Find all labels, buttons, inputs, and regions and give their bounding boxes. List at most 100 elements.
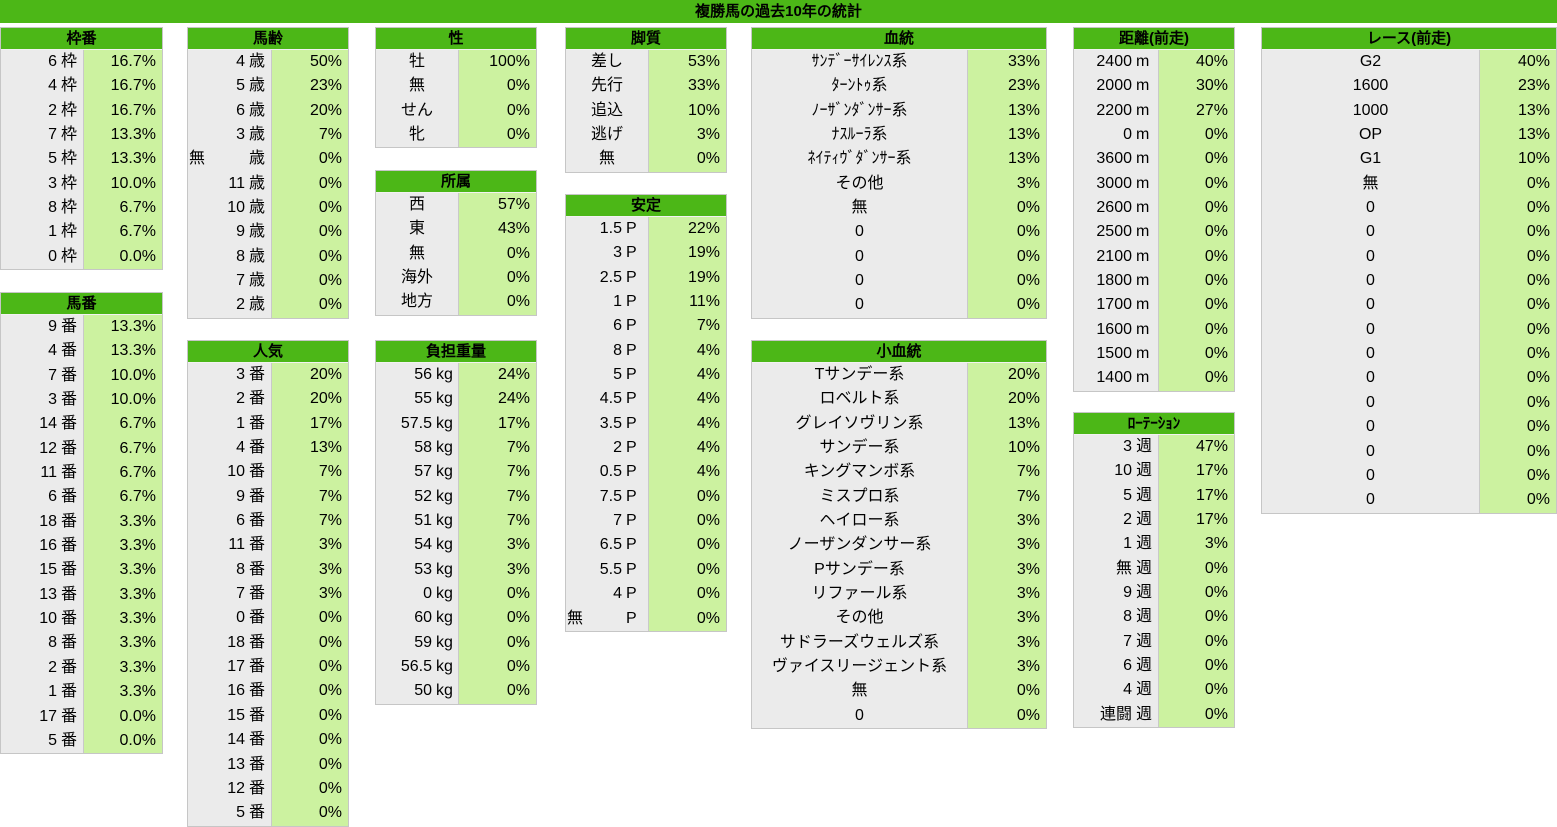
table-row: 7 歳 0% — [188, 269, 348, 294]
table-row: 9 週 0% — [1074, 581, 1234, 606]
row-label-unit: 枠 — [61, 126, 78, 144]
table-row: グレイソヴリン系 13% — [752, 411, 1046, 437]
table-row: 無 0% — [752, 196, 1046, 221]
row-label: 無歳 — [188, 147, 271, 172]
row-label-value: 1 — [236, 414, 245, 432]
row-label-unit: 週 — [1136, 657, 1153, 675]
table-row: 5 P 4% — [566, 363, 726, 388]
table-row: 3 P 19% — [566, 241, 726, 266]
row-label-unit: kg — [436, 682, 453, 700]
table-row: 5 番 0% — [188, 801, 348, 826]
row-percent: 3.3% — [83, 534, 162, 559]
row-percent: 0% — [967, 269, 1046, 294]
table-row: 1 番 17% — [188, 411, 348, 437]
row-percent: 4% — [648, 460, 726, 485]
row-percent: 50% — [271, 50, 348, 75]
row-label-unit: 番 — [61, 439, 78, 457]
table-row: その他 3% — [752, 606, 1046, 631]
table-row: 無 0% — [376, 74, 536, 99]
row-percent: 7% — [648, 314, 726, 339]
table-row: 52 kg 7% — [376, 484, 536, 510]
row-percent: 20% — [967, 387, 1046, 412]
table-row: 4.5 P 4% — [566, 387, 726, 412]
row-label: 1800 m — [1074, 269, 1158, 294]
table-row: 0 0% — [1262, 244, 1556, 270]
table-row: 0 0% — [1262, 463, 1556, 489]
row-percent: 0% — [271, 147, 348, 172]
row-percent: 0% — [1158, 605, 1234, 630]
row-label-value: 5 — [236, 804, 245, 822]
row-label-value: 2000 — [1096, 77, 1132, 95]
table-header-wakuban: 枠番 — [1, 28, 162, 50]
row-percent: 20% — [967, 363, 1046, 388]
table-row: 6 P 7% — [566, 314, 726, 339]
row-label-unit: 番 — [249, 487, 266, 505]
row-label: ｻﾝﾃﾞｰｻｲﾚﾝｽ系 — [752, 50, 967, 75]
row-label: 13 番 — [188, 752, 271, 777]
row-label-value: 2500 — [1096, 223, 1132, 241]
row-percent: 0% — [458, 606, 536, 631]
table-row: 1 P 11% — [566, 290, 726, 315]
row-label-value: 2 — [236, 296, 245, 314]
row-label-unit: P — [626, 293, 637, 311]
row-percent: 3% — [458, 533, 536, 558]
table-row: 11 歳 0% — [188, 171, 348, 197]
table-row: 0 枠 0.0% — [1, 244, 162, 270]
table-row: 11 番 6.7% — [1, 461, 162, 486]
table-row: 5.5 P 0% — [566, 557, 726, 583]
row-label-value: 4 — [236, 439, 245, 457]
row-label: 15 番 — [1, 558, 83, 583]
row-percent: 0% — [1158, 269, 1234, 294]
table-header-ninki: 人気 — [188, 341, 348, 363]
row-label-value: 4 — [48, 342, 57, 360]
table-row: 54 kg 3% — [376, 533, 536, 558]
row-percent: 7% — [271, 484, 348, 510]
table-row: 7 番 10.0% — [1, 363, 162, 389]
row-label-value: 11 — [228, 536, 245, 554]
table-umaban: 馬番 9 番 13.3% 4 番 13.3% 7 番 10.0% 3 番 10.0% 14 番 6.7% 12 番… — [0, 292, 163, 755]
row-percent: 3.3% — [83, 655, 162, 681]
row-percent: 3.3% — [83, 631, 162, 656]
row-label-value: 2100 — [1096, 247, 1132, 265]
row-label-unit: 番 — [61, 731, 78, 749]
row-label-unit: 番 — [61, 512, 78, 530]
row-label-unit: P — [626, 341, 637, 359]
row-label-unit: 歳 — [249, 150, 266, 168]
table-row: 6 歳 20% — [188, 98, 348, 124]
row-label: リファール系 — [752, 582, 967, 607]
row-label: 0 — [752, 703, 967, 729]
row-percent: 16.7% — [83, 74, 162, 99]
row-label-unit: m — [1136, 272, 1150, 290]
row-label: 逃げ — [566, 123, 648, 148]
row-label-unit: 番 — [61, 658, 78, 676]
row-percent: 0% — [458, 630, 536, 656]
table-row: 4 P 0% — [566, 582, 726, 607]
row-label: 0 — [1262, 439, 1479, 464]
row-label: 地方 — [376, 290, 458, 315]
row-label-value: 13 — [227, 755, 245, 773]
table-row: 3.5 P 4% — [566, 411, 726, 437]
row-percent: 13% — [967, 123, 1046, 148]
table-row: 0 kg 0% — [376, 582, 536, 607]
row-label-unit: 番 — [61, 318, 78, 335]
table-header-barei: 馬齢 — [188, 28, 348, 50]
table-row: G1 10% — [1262, 147, 1556, 172]
row-label-value: 連闘 — [1099, 705, 1132, 723]
row-label: 7.5 P — [566, 484, 648, 510]
table-row: ﾉｰｻﾞﾝﾀﾞﾝｻｰ系 13% — [752, 98, 1046, 124]
table-shozoku: 所属西 57% 東 43% 無 0% 海外 0% 地方 0% — [375, 170, 537, 316]
row-label-unit: m — [1136, 345, 1150, 363]
row-percent: 33% — [648, 74, 726, 99]
row-label-unit: 週 — [1136, 486, 1153, 504]
table-row: 無 0% — [1262, 171, 1556, 197]
row-percent: 0.0% — [83, 244, 162, 270]
row-label-unit: 番 — [249, 560, 266, 578]
table-row: 10 番 7% — [188, 460, 348, 485]
